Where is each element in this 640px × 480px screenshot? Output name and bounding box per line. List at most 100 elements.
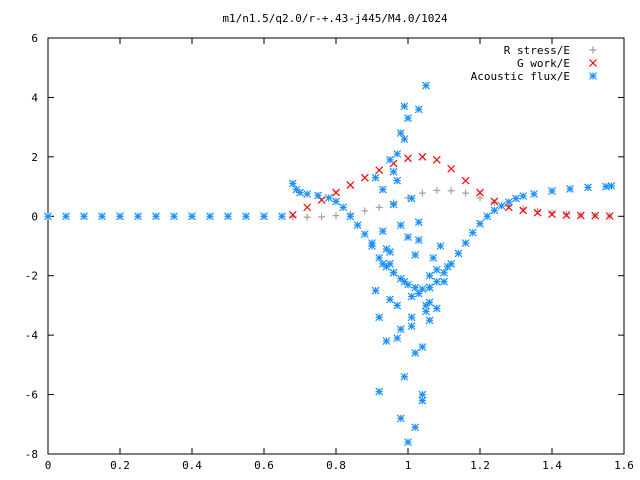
data-point — [378, 227, 387, 236]
data-point — [332, 188, 340, 197]
data-point — [44, 212, 52, 221]
data-point — [393, 334, 402, 343]
x-tick-label: 1.4 — [542, 459, 562, 472]
data-point — [288, 179, 297, 188]
chart-title: m1/n1.5/q2.0/r-+.43-j445/M4.0/1024 — [222, 12, 448, 25]
data-point — [548, 187, 556, 195]
data-point — [404, 114, 412, 123]
data-point — [116, 212, 124, 221]
data-point — [332, 212, 340, 220]
data-point — [418, 152, 427, 161]
data-point — [206, 212, 214, 221]
data-point — [411, 349, 420, 357]
data-point — [339, 203, 348, 212]
data-point — [504, 198, 513, 206]
x-tick-label: 0.2 — [110, 459, 130, 472]
data-point — [375, 166, 384, 175]
data-point — [607, 182, 616, 190]
data-point — [188, 212, 196, 221]
data-point — [418, 343, 427, 351]
data-point — [447, 187, 455, 195]
data-point — [170, 212, 178, 221]
y-tick-label: -8 — [25, 448, 38, 461]
data-point — [393, 149, 402, 158]
data-point — [411, 423, 420, 432]
data-point — [386, 155, 394, 164]
data-point — [396, 414, 405, 423]
y-tick-label: 2 — [31, 151, 38, 164]
data-point — [378, 185, 387, 194]
data-point — [414, 289, 423, 298]
data-point — [519, 205, 527, 213]
data-point — [605, 212, 614, 220]
y-tick-label: -6 — [25, 389, 38, 402]
data-point — [324, 193, 333, 202]
data-point — [407, 313, 416, 322]
data-point — [476, 194, 484, 202]
data-point — [407, 322, 416, 331]
plot-frame — [47, 37, 625, 455]
data-point — [462, 189, 470, 197]
data-point — [346, 212, 355, 221]
data-point — [562, 211, 571, 220]
data-point — [242, 212, 250, 221]
data-point — [422, 307, 430, 316]
x-tick-label: 1.6 — [614, 459, 634, 472]
data-point — [314, 191, 322, 200]
data-point — [375, 387, 384, 396]
data-point — [303, 203, 312, 212]
data-point — [432, 304, 441, 313]
data-point — [404, 438, 412, 447]
axis-ticks: 0 0.2 0.4 0.6 0.8 1 1.2 1.4 1.6 6 4 2 0 -2 -4 -6 -8 — [25, 32, 634, 472]
data-point — [386, 295, 394, 304]
data-point — [317, 196, 326, 204]
data-point — [278, 212, 286, 221]
x-tick-label: 0 — [45, 459, 52, 472]
data-point — [353, 221, 362, 230]
data-point — [429, 253, 438, 262]
data-point — [519, 206, 528, 215]
data-point — [98, 212, 106, 221]
data-point — [414, 236, 423, 244]
data-point — [386, 259, 394, 268]
y-tick-label: 0 — [31, 210, 38, 223]
data-point — [389, 200, 398, 209]
data-point — [433, 186, 441, 194]
data-point — [414, 105, 423, 114]
data-point — [224, 212, 232, 221]
data-point — [371, 173, 380, 182]
data-point — [332, 197, 340, 206]
data-point — [534, 207, 542, 215]
data-point — [368, 239, 376, 247]
data-point — [389, 167, 398, 176]
data-point — [476, 219, 484, 228]
legend-label: Acoustic flux/E — [471, 70, 570, 83]
data-point — [386, 248, 394, 256]
data-point — [404, 233, 412, 242]
data-point — [396, 325, 405, 334]
data-point — [407, 194, 416, 203]
legend-marker — [589, 59, 597, 67]
x-tick-label: 0.6 — [254, 459, 274, 472]
data-point — [533, 208, 542, 217]
data-point — [361, 207, 369, 215]
data-point — [393, 176, 402, 185]
data-point — [461, 176, 470, 185]
data-point — [418, 396, 427, 405]
data-point — [296, 188, 304, 197]
data-point — [490, 206, 499, 215]
data-point — [447, 164, 456, 173]
y-tick-label: -4 — [25, 329, 39, 342]
data-point — [490, 197, 499, 206]
data-point — [62, 212, 70, 221]
data-point — [396, 129, 405, 138]
data-point — [468, 228, 477, 237]
data-point — [425, 283, 434, 292]
data-point — [443, 262, 452, 271]
x-tick-label: 0.4 — [182, 459, 202, 472]
series-1 — [288, 152, 614, 220]
data-point — [411, 283, 420, 292]
data-point — [303, 190, 312, 198]
data-point — [80, 212, 88, 221]
